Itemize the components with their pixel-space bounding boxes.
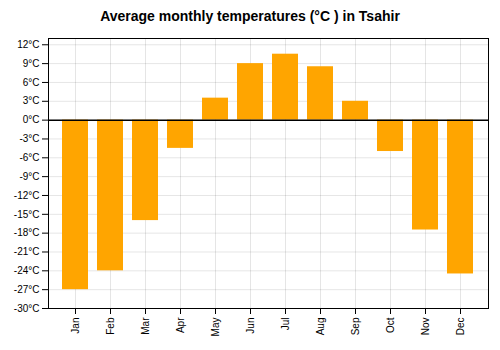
svg-text:6°C: 6°C bbox=[23, 77, 40, 88]
svg-text:-12°C: -12°C bbox=[14, 190, 40, 201]
svg-text:9°C: 9°C bbox=[23, 58, 40, 69]
svg-text:Apr: Apr bbox=[175, 317, 186, 333]
svg-text:Aug: Aug bbox=[315, 318, 326, 336]
svg-text:May: May bbox=[210, 318, 221, 337]
svg-text:-6°C: -6°C bbox=[19, 152, 39, 163]
svg-text:-24°C: -24°C bbox=[14, 265, 40, 276]
html-text:Average monthly temperatures (: Average monthly temperatures (°C ) in Ts… bbox=[100, 8, 400, 24]
svg-text:-9°C: -9°C bbox=[19, 171, 39, 182]
svg-text:-27°C: -27°C bbox=[14, 284, 40, 295]
svg-text:-15°C: -15°C bbox=[14, 209, 40, 220]
svg-text:Feb: Feb bbox=[105, 317, 116, 335]
svg-text:Jun: Jun bbox=[245, 318, 256, 334]
svg-text:-3°C: -3°C bbox=[19, 133, 39, 144]
svg-text:3°C: 3°C bbox=[23, 95, 40, 106]
svg-text:Jul: Jul bbox=[280, 318, 291, 331]
svg-text:Dec: Dec bbox=[455, 318, 466, 336]
svg-text:-30°C: -30°C bbox=[14, 303, 40, 314]
svg-text:Nov: Nov bbox=[420, 318, 431, 336]
svg-text:Sep: Sep bbox=[350, 317, 361, 335]
svg-text:Jan: Jan bbox=[70, 318, 81, 334]
svg-text:-18°C: -18°C bbox=[14, 227, 40, 238]
svg-text:-21°C: -21°C bbox=[14, 246, 40, 257]
svg-text:12°C: 12°C bbox=[17, 39, 39, 50]
svg-text:0°C: 0°C bbox=[23, 114, 40, 125]
svg-text:Oct: Oct bbox=[385, 317, 396, 333]
svg-text:Mar: Mar bbox=[140, 317, 151, 335]
